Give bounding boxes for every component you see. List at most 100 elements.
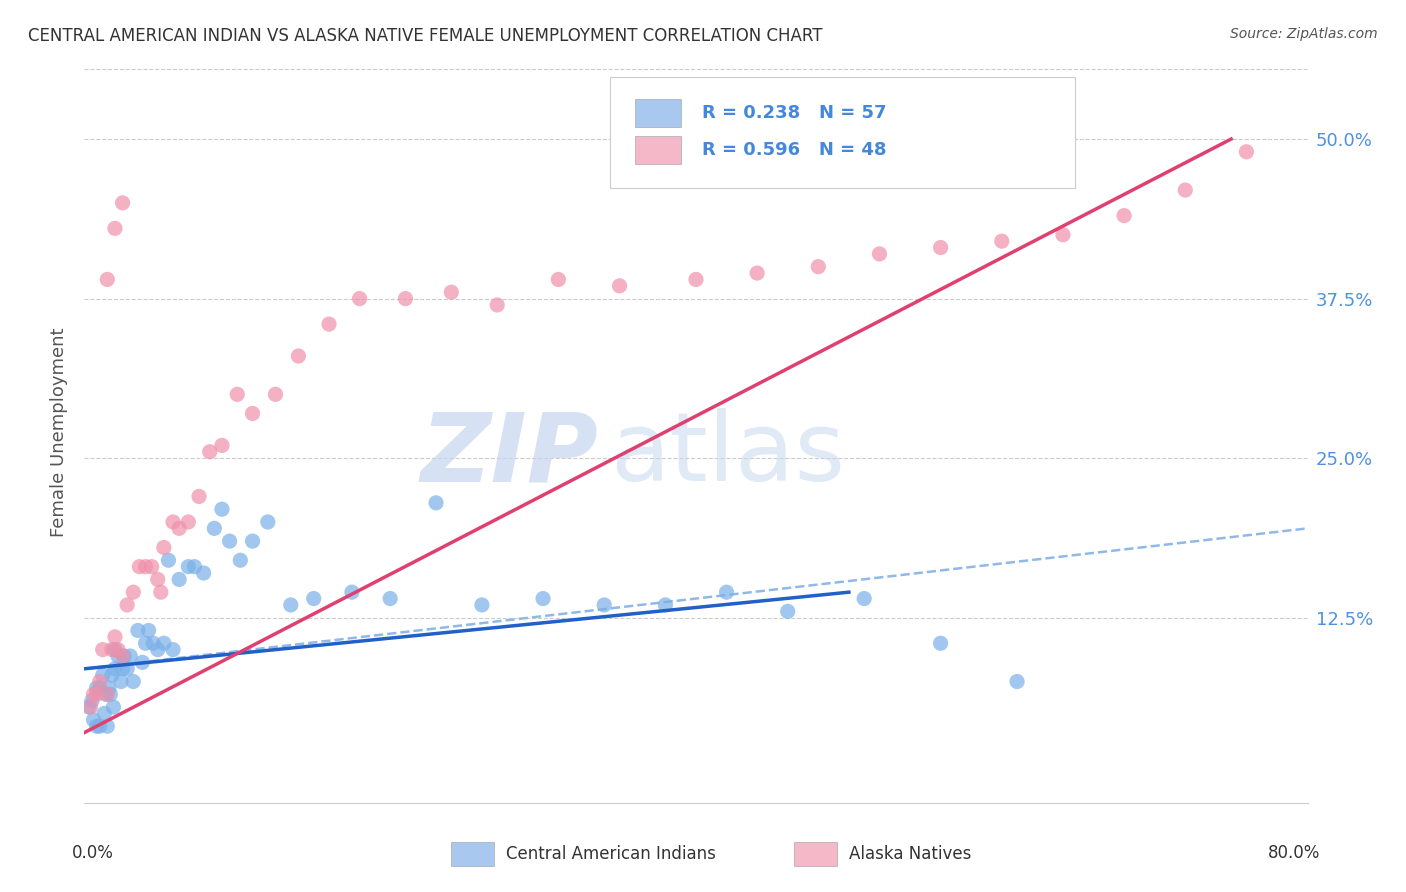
Point xyxy=(425,496,447,510)
Point xyxy=(153,636,176,650)
Point xyxy=(654,598,676,612)
Point xyxy=(79,700,101,714)
Point xyxy=(287,349,309,363)
Point xyxy=(318,317,340,331)
Point xyxy=(531,591,554,606)
Text: R = 0.238   N = 57: R = 0.238 N = 57 xyxy=(702,103,887,122)
Point xyxy=(141,559,163,574)
Point xyxy=(776,604,799,618)
FancyBboxPatch shape xyxy=(636,99,682,127)
Point xyxy=(153,541,176,555)
Point xyxy=(162,642,184,657)
Point xyxy=(211,502,233,516)
Y-axis label: Female Unemployment: Female Unemployment xyxy=(49,328,67,537)
Point xyxy=(104,662,127,676)
Point xyxy=(122,585,145,599)
Point xyxy=(138,624,160,638)
Point xyxy=(142,636,165,650)
Point xyxy=(1005,674,1028,689)
Point xyxy=(1052,227,1074,242)
Point xyxy=(89,674,111,689)
Text: Source: ZipAtlas.com: Source: ZipAtlas.com xyxy=(1230,27,1378,41)
Point xyxy=(135,559,157,574)
Point xyxy=(111,195,134,210)
Point xyxy=(188,490,211,504)
Point xyxy=(86,719,108,733)
Text: 80.0%: 80.0% xyxy=(1267,844,1320,862)
Point xyxy=(111,662,134,676)
FancyBboxPatch shape xyxy=(451,842,494,866)
Point xyxy=(77,700,100,714)
Point xyxy=(264,387,287,401)
Point xyxy=(96,719,118,733)
Point xyxy=(111,648,134,663)
Text: Central American Indians: Central American Indians xyxy=(506,845,716,863)
Point xyxy=(302,591,325,606)
FancyBboxPatch shape xyxy=(636,136,682,164)
Point xyxy=(167,521,190,535)
Point xyxy=(89,681,111,695)
Point xyxy=(157,553,180,567)
Point xyxy=(198,444,221,458)
Text: ZIP: ZIP xyxy=(420,409,598,501)
Point xyxy=(593,598,616,612)
Point xyxy=(380,591,402,606)
Point xyxy=(97,681,120,695)
Point xyxy=(340,585,363,599)
Point xyxy=(146,573,169,587)
Point xyxy=(86,681,108,695)
Point xyxy=(146,642,169,657)
Text: Alaska Natives: Alaska Natives xyxy=(849,845,972,863)
Point xyxy=(135,636,157,650)
Point xyxy=(716,585,738,599)
Point xyxy=(218,534,240,549)
Point xyxy=(202,521,225,535)
Point xyxy=(86,687,108,701)
Point xyxy=(177,515,200,529)
Point xyxy=(149,585,172,599)
Point xyxy=(96,272,118,286)
Point xyxy=(440,285,463,300)
Point xyxy=(747,266,769,280)
Point xyxy=(853,591,876,606)
Point xyxy=(83,713,105,727)
Point xyxy=(929,240,952,255)
Point xyxy=(104,221,127,235)
Point xyxy=(929,636,952,650)
Point xyxy=(807,260,830,274)
Point xyxy=(120,648,142,663)
Point xyxy=(394,292,416,306)
Point xyxy=(131,656,153,670)
Point xyxy=(96,687,118,701)
Text: R = 0.596   N = 48: R = 0.596 N = 48 xyxy=(702,141,887,159)
Point xyxy=(1236,145,1258,159)
Point xyxy=(93,706,115,721)
Point xyxy=(110,674,132,689)
Point xyxy=(127,624,149,638)
Point xyxy=(98,687,121,701)
Text: atlas: atlas xyxy=(610,409,845,501)
Point xyxy=(91,668,114,682)
Point xyxy=(122,674,145,689)
Point xyxy=(229,553,252,567)
Point xyxy=(128,559,150,574)
Point xyxy=(183,559,205,574)
Point xyxy=(869,247,891,261)
Point xyxy=(471,598,494,612)
Point xyxy=(991,234,1014,248)
Point xyxy=(115,662,138,676)
FancyBboxPatch shape xyxy=(610,78,1076,188)
Point xyxy=(83,687,105,701)
Point xyxy=(1174,183,1197,197)
Point xyxy=(193,566,215,580)
FancyBboxPatch shape xyxy=(794,842,837,866)
Point xyxy=(211,438,233,452)
Point xyxy=(486,298,509,312)
Point xyxy=(91,642,114,657)
Point xyxy=(280,598,302,612)
Point xyxy=(609,278,631,293)
Text: 0.0%: 0.0% xyxy=(72,844,114,862)
Point xyxy=(103,700,125,714)
Point xyxy=(177,559,200,574)
Point xyxy=(104,630,127,644)
